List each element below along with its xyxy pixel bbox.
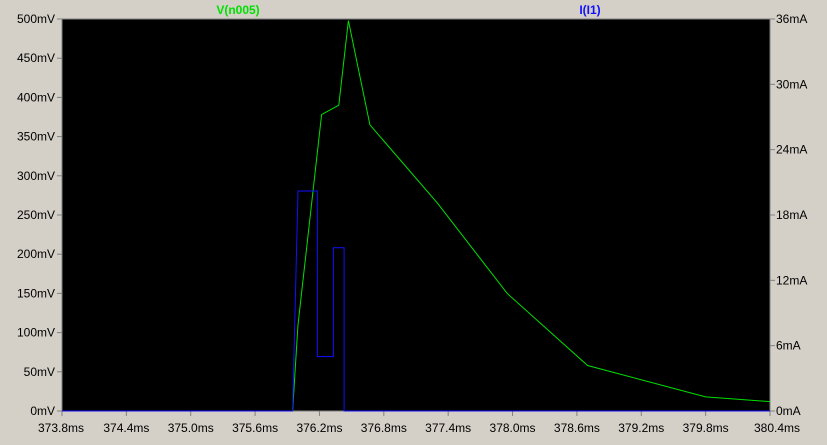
series-title-current[interactable]: I(I1): [579, 3, 600, 17]
x-tick-label: 378.0ms: [490, 421, 536, 435]
left-tick-label: 300mV: [17, 169, 55, 183]
right-tick-label: 30mA: [776, 77, 807, 91]
x-tick-label: 379.2ms: [618, 421, 664, 435]
left-tick-label: 400mV: [17, 90, 55, 104]
right-tick-label: 6mA: [776, 339, 801, 353]
x-tick-label: 377.4ms: [425, 421, 471, 435]
x-tick-label: 380.4ms: [754, 421, 800, 435]
x-tick-label: 376.2ms: [296, 421, 342, 435]
x-tick-label: 376.8ms: [361, 421, 407, 435]
series-line-current: [62, 190, 770, 412]
series-line-voltage: [62, 20, 771, 412]
left-tick-label: 100mV: [17, 326, 55, 340]
x-tick-label: 375.6ms: [232, 421, 278, 435]
x-tick-label: 374.4ms: [103, 421, 149, 435]
x-axis: 373.8ms 374.4ms 375.0ms 375.6ms 376.2ms 376.8…: [38, 411, 800, 435]
left-tick-label: 500mV: [17, 12, 55, 26]
x-tick-label: 379.8ms: [683, 421, 729, 435]
x-tick-label: 378.6ms: [554, 421, 600, 435]
left-y-axis: 0mV 50mV 100mV 150mV 200mV 250mV 300mV 350mV 400…: [17, 12, 62, 418]
right-tick-label: 24mA: [776, 143, 807, 157]
right-tick-label: 18mA: [776, 208, 807, 222]
right-y-axis: 0mA 6mA 12mA 18mA 24mA 30mA 36mA: [770, 12, 807, 418]
left-tick-label: 0mV: [30, 404, 55, 418]
series-titles: V(n005) I(I1): [216, 3, 600, 17]
right-tick-label: 36mA: [776, 12, 807, 26]
left-tick-label: 350mV: [17, 130, 55, 144]
left-tick-label: 250mV: [17, 208, 55, 222]
series-layer: [62, 20, 771, 412]
plot-area[interactable]: [61, 18, 771, 412]
right-tick-label: 0mA: [776, 404, 801, 418]
x-tick-label: 375.0ms: [168, 421, 214, 435]
left-tick-label: 200mV: [17, 247, 55, 261]
right-tick-label: 12mA: [776, 273, 807, 287]
x-tick-label: 373.8ms: [38, 421, 84, 435]
left-tick-label: 450mV: [17, 51, 55, 65]
left-tick-label: 150mV: [17, 286, 55, 300]
left-tick-label: 50mV: [24, 365, 55, 379]
series-title-voltage[interactable]: V(n005): [216, 3, 259, 17]
